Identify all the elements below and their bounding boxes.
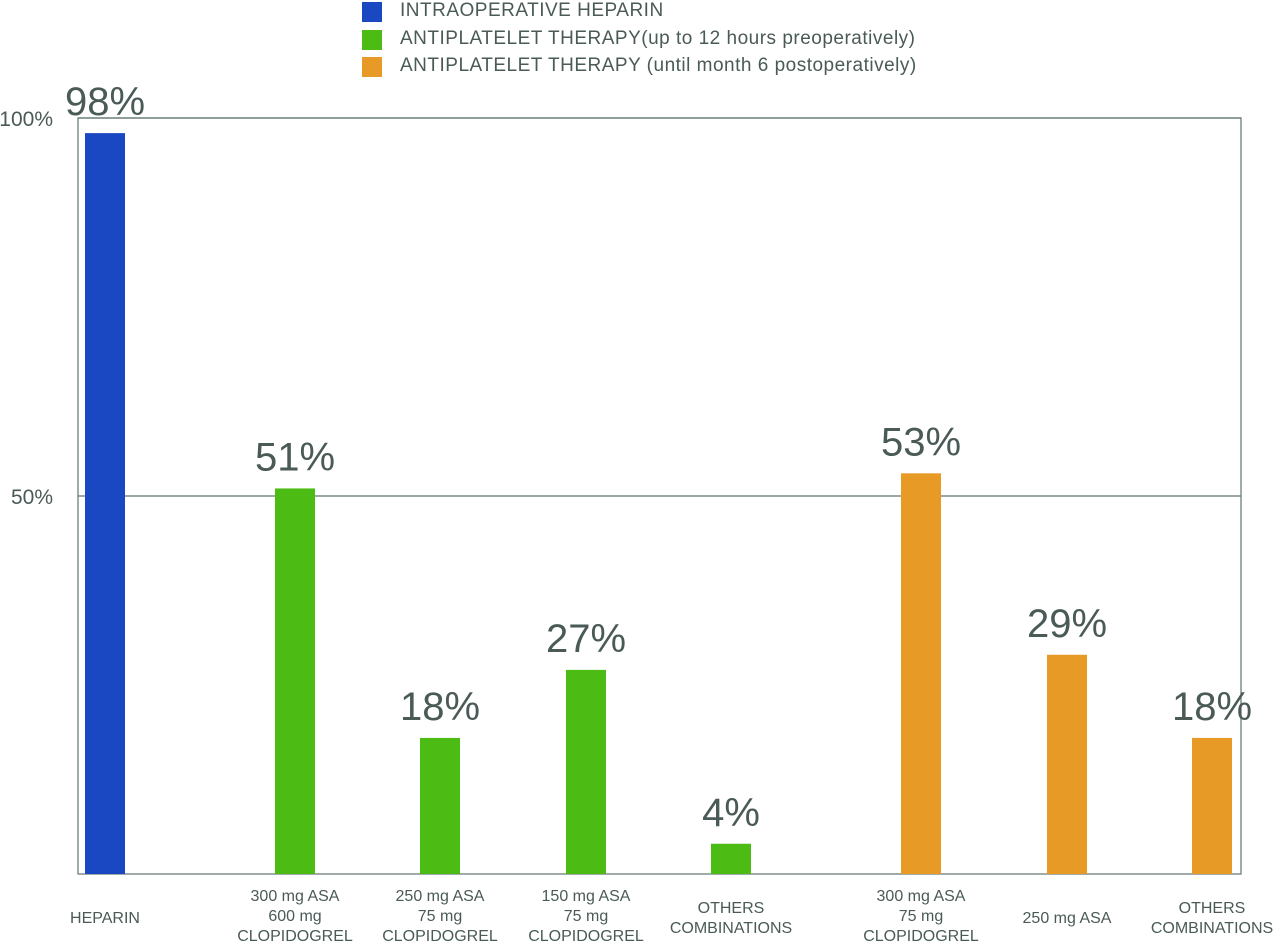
category-label-2-line-1: 300 mg ASA — [251, 888, 340, 905]
bar-7 — [1047, 654, 1087, 874]
category-label-1-line-1: HEPARIN — [70, 910, 140, 927]
legend-label-heparin: INTRAOPERATIVE HEPARIN — [400, 0, 664, 21]
legend-label-postoperative: ANTIPLATELET THERAPY (until month 6 post… — [400, 55, 917, 76]
category-label-7-line-1: 250 mg ASA — [1023, 910, 1112, 927]
category-label-6-line-1: 300 mg ASA — [877, 888, 966, 905]
bar-3 — [420, 737, 460, 874]
legend-swatch-heparin — [362, 2, 382, 22]
category-label-3-line-2: 75 mg — [418, 908, 462, 925]
legend-label-preoperative: ANTIPLATELET THERAPY(up to 12 hours preo… — [400, 28, 916, 49]
y-tick-label-100: 100% — [0, 108, 53, 131]
category-label-5-line-2: COMBINATIONS — [670, 920, 792, 937]
category-label-2-line-3: CLOPIDOGREL — [237, 928, 353, 945]
bar-6 — [901, 473, 941, 874]
bar-1 — [85, 133, 125, 874]
category-label-2-line-2: 600 mg — [268, 908, 321, 925]
category-label-5-line-1: OTHERS — [698, 900, 765, 917]
category-label-6-line-2: 75 mg — [899, 908, 943, 925]
bar-4 — [566, 669, 606, 874]
value-label-8: 18% — [1172, 685, 1252, 729]
legend-swatch-preoperative — [362, 30, 382, 50]
value-label-7: 29% — [1027, 602, 1107, 646]
value-label-4: 27% — [546, 617, 626, 661]
category-label-8-line-1: OTHERS — [1179, 900, 1246, 917]
category-label-6-line-3: CLOPIDOGREL — [863, 928, 979, 945]
value-label-5: 4% — [702, 791, 760, 835]
category-label-4-line-1: 150 mg ASA — [542, 888, 631, 905]
value-label-6: 53% — [881, 420, 961, 464]
value-label-2: 51% — [255, 435, 335, 479]
category-label-8-line-2: COMBINATIONS — [1151, 920, 1273, 937]
bar-2 — [275, 488, 315, 874]
bar-5 — [711, 843, 751, 874]
category-label-3-line-3: CLOPIDOGREL — [382, 928, 498, 945]
category-label-4-line-2: 75 mg — [564, 908, 608, 925]
value-label-1: 98% — [65, 80, 145, 124]
bar-8 — [1192, 737, 1232, 874]
y-tick-label-50: 50% — [11, 486, 53, 509]
value-label-3: 18% — [400, 685, 480, 729]
category-label-3-line-1: 250 mg ASA — [396, 888, 485, 905]
category-label-4-line-3: CLOPIDOGREL — [528, 928, 644, 945]
legend-swatch-postoperative — [362, 57, 382, 77]
